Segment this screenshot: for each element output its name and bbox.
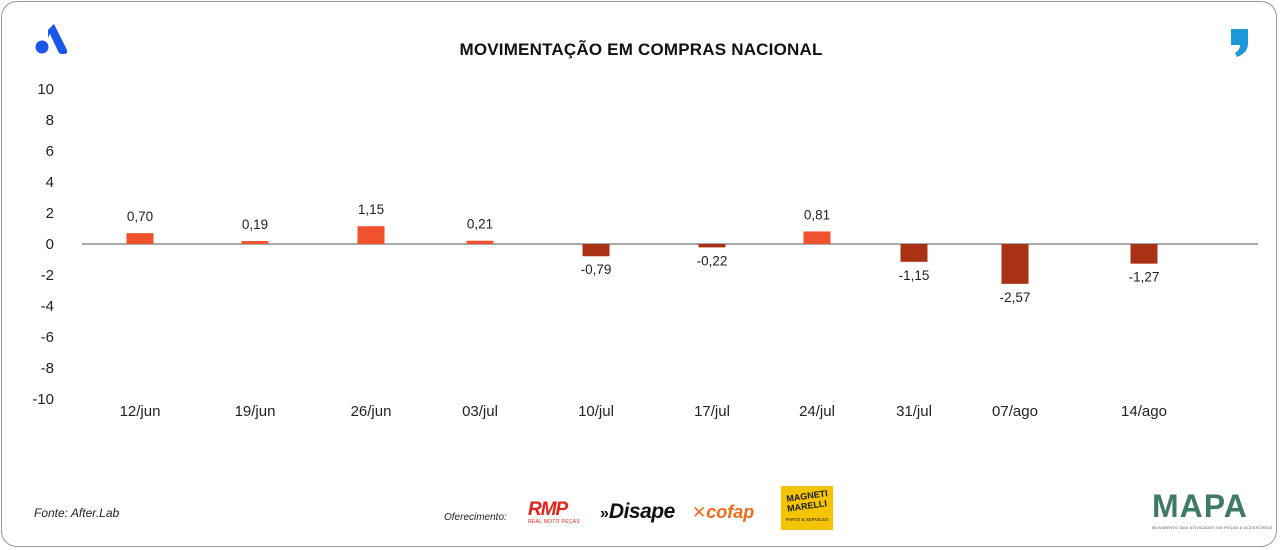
data-label: -2,57 xyxy=(1000,290,1031,305)
bar xyxy=(126,233,154,244)
chart-title: MOVIMENTAÇÃO EM COMPRAS NACIONAL xyxy=(459,40,823,59)
y-tick-label: 0 xyxy=(46,236,54,253)
bar xyxy=(698,244,726,248)
y-tick-label: -6 xyxy=(41,329,54,346)
y-tick-label: 8 xyxy=(46,112,54,129)
bar xyxy=(803,231,831,244)
cofap-mark-icon: ✕ xyxy=(692,503,707,522)
x-tick-label: 31/jul xyxy=(896,403,932,420)
data-label: 0,81 xyxy=(804,207,830,222)
y-tick-label: 4 xyxy=(46,174,54,191)
rmp-logo: RMP REAL MOTO PEÇAS xyxy=(528,500,590,526)
bar xyxy=(241,241,269,244)
disape-logo: »Disape xyxy=(600,500,682,526)
data-label: -0,22 xyxy=(697,253,728,268)
disape-chevron-icon: » xyxy=(600,505,609,522)
x-tick-label: 07/ago xyxy=(992,403,1038,420)
y-tick-label: 2 xyxy=(46,205,54,222)
bar xyxy=(1001,244,1029,284)
y-tick-label: 10 xyxy=(37,81,54,98)
x-tick-label: 17/jul xyxy=(694,403,730,420)
bar xyxy=(466,240,494,244)
bar xyxy=(357,226,385,244)
data-label: -0,79 xyxy=(581,262,612,277)
cofap-logo: ✕cofap xyxy=(692,502,774,524)
disape-logo-text: Disape xyxy=(608,500,675,523)
data-label: -1,15 xyxy=(899,268,930,283)
x-tick-label: 14/ago xyxy=(1121,403,1167,420)
bar xyxy=(900,244,928,262)
data-label: 0,70 xyxy=(127,209,153,224)
y-tick-label: -4 xyxy=(41,298,54,315)
magneti-marelli-logo: MAGNETI MARELLI PARTS & SERVICES xyxy=(781,486,833,530)
x-tick-label: 03/jul xyxy=(462,403,498,420)
x-tick-label: 24/jul xyxy=(799,403,835,420)
x-tick-label: 12/jun xyxy=(120,403,161,420)
rmp-logo-subtext: REAL MOTO PEÇAS xyxy=(528,519,581,525)
data-label: 0,21 xyxy=(467,217,493,232)
bar xyxy=(582,244,610,257)
sponsor-label: Oferecimento: xyxy=(444,512,507,523)
brand-logo-icon xyxy=(35,24,68,54)
x-tick-label: 19/jun xyxy=(235,403,276,420)
y-tick-label: -2 xyxy=(41,267,54,284)
data-label: 1,15 xyxy=(358,202,384,217)
y-tick-label: -8 xyxy=(41,360,54,377)
mapa-logo: MAPA xyxy=(1152,488,1248,524)
y-tick-label: 6 xyxy=(46,143,54,160)
y-tick-label: -10 xyxy=(32,391,54,408)
data-label: 0,19 xyxy=(242,217,268,232)
x-tick-label: 26/jun xyxy=(351,403,392,420)
source-note: Fonte: After.Lab xyxy=(34,506,120,520)
mapa-logo-subtext: MOVIMENTO DAS ATIVIDADES EM PEÇAS E ACES… xyxy=(1152,525,1273,530)
cofap-logo-text: cofap xyxy=(706,502,755,522)
rmp-logo-text: RMP xyxy=(528,499,568,520)
magneti-logo-subtext: PARTS & SERVICES xyxy=(785,517,829,522)
data-label: -1,27 xyxy=(1129,270,1160,285)
quote-icon xyxy=(1231,29,1248,57)
x-tick-label: 10/jul xyxy=(578,403,614,420)
bar xyxy=(1130,244,1158,264)
